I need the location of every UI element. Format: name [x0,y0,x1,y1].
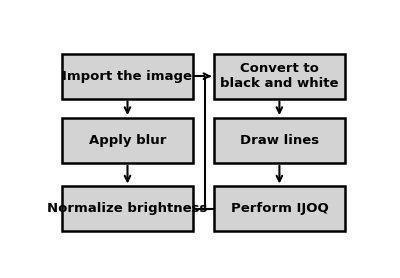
Text: Import the image: Import the image [62,70,192,83]
FancyBboxPatch shape [214,187,344,231]
FancyBboxPatch shape [62,187,193,231]
Text: Draw lines: Draw lines [240,134,319,147]
FancyBboxPatch shape [62,118,193,163]
Text: Convert to
black and white: Convert to black and white [220,62,339,90]
FancyBboxPatch shape [62,54,193,99]
Text: Apply blur: Apply blur [89,134,166,147]
FancyBboxPatch shape [214,118,344,163]
Text: Perform IJOQ: Perform IJOQ [230,202,328,215]
FancyBboxPatch shape [214,54,344,99]
Text: Normalize brightness: Normalize brightness [47,202,208,215]
